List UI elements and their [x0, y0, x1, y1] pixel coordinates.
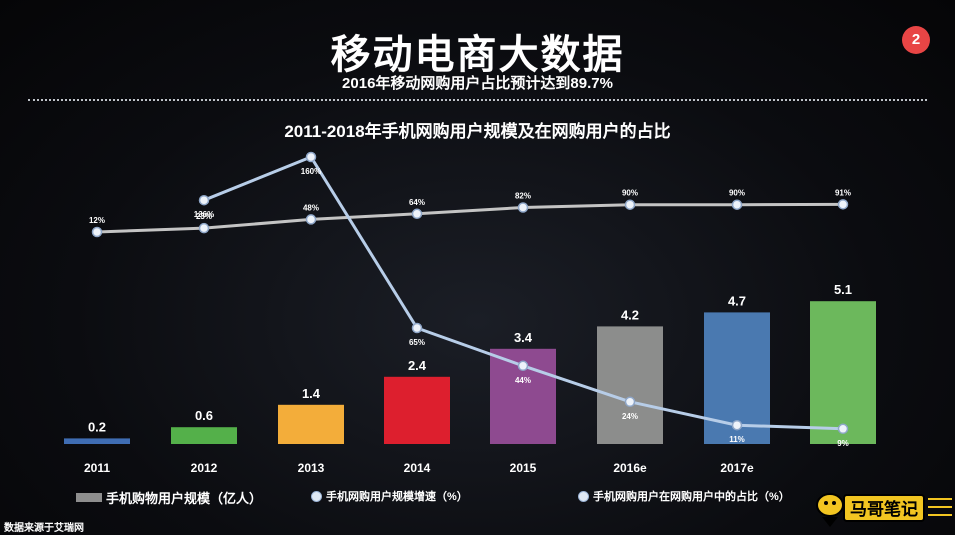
growth-point: [198, 194, 210, 206]
share-point: [411, 208, 423, 220]
growth-point-label: 24%: [622, 412, 638, 421]
share-point: [837, 199, 849, 210]
share-point-label: 91%: [835, 188, 851, 197]
logo-text: 马哥笔记: [850, 499, 918, 520]
legend-growth-dot: [311, 490, 322, 502]
growth-point-label: 44%: [515, 376, 531, 385]
slide-subtitle: 2016年移动网购用户占比预计达到89.7%: [342, 75, 613, 92]
growth-point-label: 136%: [194, 210, 214, 219]
chart-title: 2011-2018年手机网购用户规模及在网购用户的占比: [284, 122, 671, 141]
legend-growth-label: 手机网购用户规模增速（%）: [326, 491, 468, 503]
x-tick-label: 2014: [404, 461, 431, 475]
logo-mascot-icon: [816, 493, 844, 517]
growth-point: [731, 419, 743, 431]
growth-point-label: 65%: [409, 338, 425, 347]
growth-point: [517, 360, 529, 372]
share-line: [96, 202, 844, 234]
growth-point: [411, 322, 423, 334]
legend-share-dot: [578, 490, 589, 502]
x-tick-label: 2017e: [720, 461, 754, 475]
dotted-divider: [28, 99, 927, 101]
data-source-note: 数据来源于艾瑞网: [4, 523, 84, 534]
share-point: [624, 199, 636, 210]
bar-value-label: 4.7: [728, 293, 746, 308]
bar: [171, 427, 237, 444]
slide-title: 移动电商大数据: [330, 33, 625, 77]
bar-value-label: 0.2: [88, 419, 106, 434]
bar: [64, 438, 130, 444]
share-point: [731, 199, 743, 210]
legend-growth: 手机网购用户规模增速（%）: [311, 488, 468, 504]
bar-value-label: 1.4: [302, 386, 321, 401]
share-point-label: 90%: [622, 189, 638, 198]
share-point-label: 90%: [729, 189, 745, 198]
legend-bar-swatch: [76, 493, 102, 502]
growth-point: [837, 423, 849, 435]
bar-value-label: 3.4: [514, 330, 533, 345]
x-tick-label: 2011: [84, 461, 110, 475]
bar-value-label: 4.2: [621, 307, 639, 322]
x-tick-label: 2015: [510, 461, 537, 475]
share-point-label: 82%: [515, 192, 531, 201]
growth-point: [305, 151, 317, 163]
legend-bars: 手机购物用户规模（亿人）: [76, 488, 262, 507]
legend-share-label: 手机网购用户在网购用户中的占比（%）: [593, 491, 790, 503]
bar: [278, 404, 344, 444]
bar: [384, 376, 450, 444]
bar: [810, 301, 876, 444]
page-number-badge: 2: [902, 26, 930, 54]
x-tick-label: 2016e: [613, 461, 647, 475]
legend-share: 手机网购用户在网购用户中的占比（%）: [578, 488, 790, 504]
bar-value-label: 0.6: [195, 408, 213, 423]
share-point-label: 64%: [409, 198, 425, 207]
brand-logo: 马哥笔记: [816, 493, 952, 527]
legend-bars-label: 手机购物用户规模（亿人）: [106, 491, 263, 506]
growth-point-label: 11%: [729, 435, 745, 444]
share-point-label: 48%: [303, 203, 319, 212]
share-point: [517, 202, 529, 213]
growth-point-label: 160%: [301, 167, 321, 176]
share-point-label: 12%: [89, 216, 105, 225]
x-tick-label: 2013: [298, 461, 325, 475]
bar-value-label: 5.1: [834, 282, 852, 297]
growth-point-label: 9%: [837, 439, 849, 448]
growth-point: [624, 396, 636, 408]
share-point-label: 23%: [196, 212, 212, 221]
bar-value-label: 2.4: [408, 358, 427, 373]
share-point: [198, 222, 210, 234]
share-point: [305, 214, 317, 225]
share-point: [91, 226, 103, 238]
bar: [597, 326, 663, 444]
x-tick-label: 2012: [191, 461, 218, 475]
